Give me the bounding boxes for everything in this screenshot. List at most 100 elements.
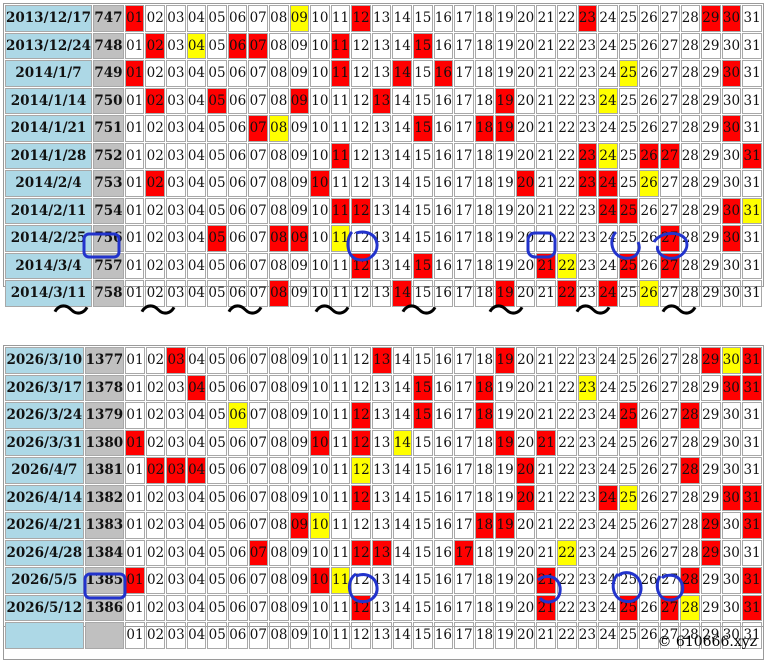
number-cell: 22 xyxy=(557,512,577,539)
draw-issue: 1385 xyxy=(84,567,125,594)
number-cell: 14 xyxy=(392,539,413,566)
draw-issue: 1377 xyxy=(84,347,125,374)
number-cell: 14 xyxy=(392,225,412,252)
number-cell: 05 xyxy=(207,115,227,142)
number-cell: 16 xyxy=(433,280,454,307)
number-cell: 09 xyxy=(289,457,310,484)
number-cell: 06 xyxy=(227,252,248,279)
number-cell: 10 xyxy=(310,5,330,32)
number-cell: 15 xyxy=(413,142,433,169)
number-cell: 20 xyxy=(515,539,536,566)
number-cell: 06 xyxy=(227,225,248,252)
number-cell: 09 xyxy=(289,280,310,307)
number-cell: 31 xyxy=(742,170,762,197)
number-cell: 27 xyxy=(659,280,680,307)
number-cell: 10 xyxy=(310,170,330,197)
number-cell: 23 xyxy=(577,594,598,621)
number-cell: 02 xyxy=(145,484,166,511)
draw-date: 2014/2/11 xyxy=(5,197,93,224)
number-cell: 05 xyxy=(207,5,227,32)
number-cell: 25 xyxy=(618,142,639,169)
number-cell: 03 xyxy=(166,170,186,197)
number-cell: 18 xyxy=(474,429,495,456)
number-cell: 16 xyxy=(433,567,454,594)
number-cell: 24 xyxy=(598,594,618,621)
number-cell: 13 xyxy=(371,374,392,401)
number-cell: 31 xyxy=(742,32,762,59)
number-cell: 03 xyxy=(166,5,186,32)
number-cell: 03 xyxy=(166,197,186,224)
number-cell: 13 xyxy=(371,225,392,252)
draw-issue: 747 xyxy=(93,5,124,32)
number-cell: 30 xyxy=(721,347,742,374)
number-cell: 09 xyxy=(289,347,310,374)
number-cell: 22 xyxy=(557,457,577,484)
number-cell: 04 xyxy=(186,512,207,539)
number-cell: 13 xyxy=(371,402,392,429)
number-cell: 19 xyxy=(495,457,515,484)
number-cell: 24 xyxy=(598,429,618,456)
number-cell: 27 xyxy=(659,87,680,114)
number-cell: 24 xyxy=(598,32,618,59)
number-cell: 11 xyxy=(330,170,351,197)
number-cell: 17 xyxy=(454,5,474,32)
number-cell: 09 xyxy=(289,484,310,511)
number-cell: 22 xyxy=(557,252,577,279)
number-cell: 15 xyxy=(413,457,433,484)
number-cell: 14 xyxy=(392,252,412,279)
number-cell: 06 xyxy=(228,374,248,401)
number-cell: 19 xyxy=(495,484,515,511)
number-cell: 26 xyxy=(639,115,659,142)
number-cell: 21 xyxy=(536,402,556,429)
number-cell: 13 xyxy=(371,252,392,279)
number-cell: 02 xyxy=(145,142,166,169)
number-cell: 20 xyxy=(515,567,536,594)
number-cell: 13 xyxy=(371,512,392,539)
number-cell: 10 xyxy=(310,280,330,307)
number-cell: 15 xyxy=(413,374,433,401)
number-cell: 17 xyxy=(454,402,474,429)
number-cell: 01 xyxy=(124,32,145,59)
result-row: 2014/1/21 751 01 02 03 04 05 06 07 08 09 10 11 12 13 14… xyxy=(5,115,762,142)
number-cell: 25 xyxy=(618,252,639,279)
number-cell: 06 xyxy=(227,60,248,87)
number-cell: 13 xyxy=(371,622,392,649)
number-cell: 11 xyxy=(330,60,351,87)
number-cell: 06 xyxy=(227,115,248,142)
number-cell: 21 xyxy=(536,142,557,169)
number-cell: 07 xyxy=(248,347,269,374)
number-cell: 14 xyxy=(392,60,412,87)
number-cell: 02 xyxy=(145,115,166,142)
number-cell: 10 xyxy=(310,197,330,224)
number-cell: 15 xyxy=(413,402,433,429)
number-cell: 01 xyxy=(125,374,145,401)
separator-tilde: ～ xyxy=(487,289,526,333)
number-cell: 16 xyxy=(433,197,454,224)
number-cell: 26 xyxy=(639,60,659,87)
number-cell: 12 xyxy=(351,197,371,224)
number-cell: 20 xyxy=(515,347,536,374)
number-cell: 12 xyxy=(351,539,371,566)
number-cell: 02 xyxy=(145,594,166,621)
separator-row: ～ ～ ～ ～ ～ ～ ～ ～ xyxy=(0,288,766,338)
number-cell: 09 xyxy=(289,594,310,621)
number-cell: 13 xyxy=(371,429,392,456)
number-cell: 30 xyxy=(721,60,742,87)
number-cell: 31 xyxy=(742,87,762,114)
number-cell: 23 xyxy=(577,280,598,307)
number-cell: 28 xyxy=(680,594,700,621)
number-cell: 16 xyxy=(433,60,454,87)
number-cell: 25 xyxy=(618,87,639,114)
number-cell: 19 xyxy=(495,170,515,197)
result-row: 2014/3/11 758 01 02 03 04 05 06 07 08 09 10 11 12 13 14… xyxy=(5,280,762,307)
number-cell: 15 xyxy=(413,252,433,279)
number-cell: 26 xyxy=(639,594,659,621)
draw-issue: 1386 xyxy=(84,594,125,621)
number-cell: 22 xyxy=(557,197,577,224)
number-cell: 05 xyxy=(207,484,227,511)
number-cell: 14 xyxy=(392,374,413,401)
draw-date: 2013/12/24 xyxy=(5,32,93,59)
number-cell: 13 xyxy=(371,457,392,484)
number-cell: 09 xyxy=(289,622,310,649)
draw-issue: 1381 xyxy=(84,457,125,484)
